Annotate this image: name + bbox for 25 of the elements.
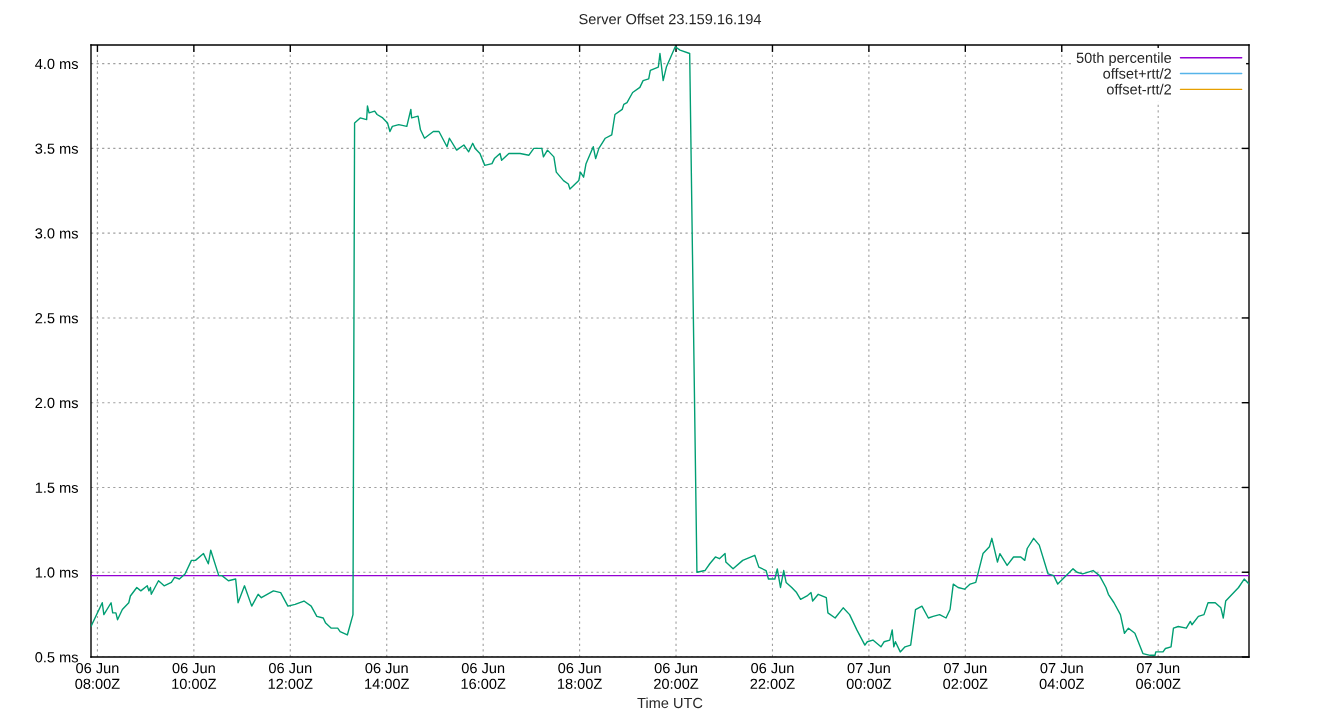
x-tick-label: 07 Jun 00:00Z (846, 662, 892, 689)
legend-label: offset+rtt/2 (1103, 68, 1171, 79)
x-tick-label: 07 Jun 04:00Z (1039, 662, 1085, 689)
y-tick-label: 3.0 ms (35, 228, 78, 239)
x-tick-label: 06 Jun 10:00Z (172, 662, 217, 689)
x-tick-label: 06 Jun 12:00Z (268, 662, 313, 689)
x-tick-label: 06 Jun 20:00Z (654, 662, 699, 689)
legend-label: offset-rtt/2 (1106, 83, 1171, 95)
x-tick-label: 06 Jun 22:00Z (750, 662, 795, 689)
legend-label: 50th percentile (1076, 52, 1172, 66)
y-tick-label: 4.0 ms (35, 58, 78, 70)
y-tick-label: 3.5 ms (35, 143, 78, 154)
y-tick-label: 1.5 ms (35, 482, 78, 493)
x-tick-label: 07 Jun 02:00Z (943, 662, 988, 689)
chart-title: Server Offset 23.159.16.194 (579, 13, 762, 25)
y-tick-label: 2.0 ms (35, 397, 78, 409)
y-tick-label: 0.5 ms (35, 652, 78, 663)
x-tick-label: 06 Jun 16:00Z (461, 662, 506, 689)
y-tick-label: 2.5 ms (35, 313, 78, 324)
x-axis-title: Time UTC (637, 697, 703, 709)
x-tick-label: 06 Jun 08:00Z (75, 662, 120, 689)
x-tick-label: 06 Jun 14:00Z (365, 662, 409, 689)
x-tick-label: 07 Jun 06:00Z (1136, 662, 1181, 689)
y-tick-label: 1.0 ms (35, 567, 78, 578)
x-tick-label: 06 Jun 18:00Z (558, 662, 602, 689)
